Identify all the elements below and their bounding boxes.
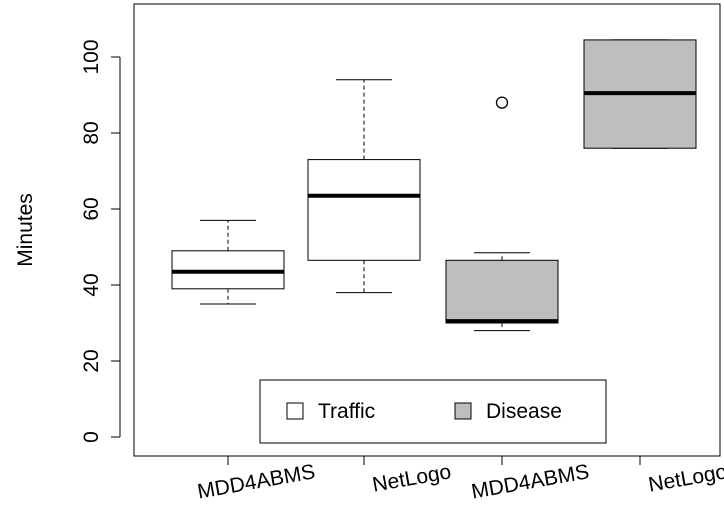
y-tick-label: 100 <box>80 39 103 74</box>
x-tick-label: NetLogo <box>647 460 724 496</box>
legend-frame <box>259 379 607 444</box>
legend-swatch-traffic <box>286 402 304 420</box>
y-tick-label: 0 <box>80 431 103 443</box>
x-axis: MDD4ABMS NetLogo MDD4ABMS NetLogo <box>196 455 724 504</box>
iqr-box <box>445 259 559 324</box>
legend: Traffic Disease <box>259 379 607 444</box>
box-4 <box>583 39 697 149</box>
y-axis-label: Minutes <box>14 193 37 267</box>
y-axis: 0 20 40 60 80 100 <box>80 39 121 443</box>
legend-swatch-disease <box>454 402 472 420</box>
outlier-point <box>495 96 509 109</box>
iqr-box <box>307 159 421 261</box>
x-tick-label: MDD4ABMS <box>470 460 591 503</box>
y-tick-label: 60 <box>80 197 103 220</box>
y-tick-label: 80 <box>80 121 103 144</box>
x-tick-label: MDD4ABMS <box>196 460 317 503</box>
box-2 <box>307 79 421 294</box>
box-3 <box>445 96 559 332</box>
y-tick-label: 40 <box>80 273 103 296</box>
y-tick-label: 20 <box>80 349 103 372</box>
legend-label-disease: Disease <box>486 400 562 423</box>
x-tick-label: NetLogo <box>371 460 453 496</box>
box-1 <box>171 219 285 305</box>
legend-label-traffic: Traffic <box>318 400 375 423</box>
boxes-layer <box>171 39 697 332</box>
